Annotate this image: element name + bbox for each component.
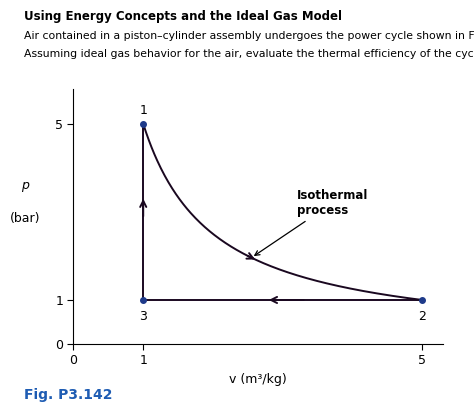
Text: Using Energy Concepts and the Ideal Gas Model: Using Energy Concepts and the Ideal Gas … [24,10,342,23]
Text: p: p [21,179,29,192]
X-axis label: v (m³/kg): v (m³/kg) [229,373,287,386]
Text: Fig. P3.142: Fig. P3.142 [24,388,112,402]
Text: 2: 2 [419,310,426,323]
Text: Air contained in a piston–cylinder assembly undergoes the power cycle shown in F: Air contained in a piston–cylinder assem… [24,31,474,41]
Text: (bar): (bar) [10,212,41,225]
Text: 1: 1 [139,104,147,117]
Text: Isothermal
process: Isothermal process [255,189,368,255]
Text: 3: 3 [139,310,147,323]
Text: Assuming ideal gas behavior for the air, evaluate the thermal efficiency of the : Assuming ideal gas behavior for the air,… [24,49,474,59]
